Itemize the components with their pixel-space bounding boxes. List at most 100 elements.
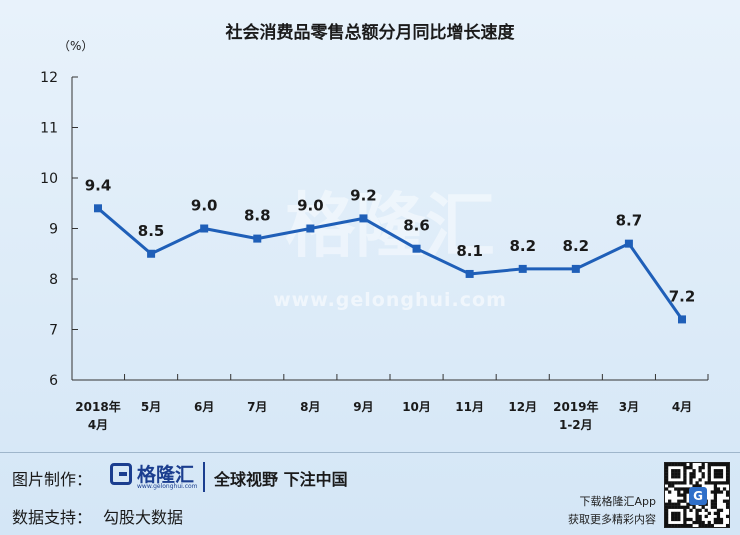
qr-module bbox=[683, 463, 687, 467]
x-tick-label: 12月 bbox=[508, 400, 537, 414]
qr-module bbox=[668, 481, 672, 485]
data-label: 9.2 bbox=[350, 186, 377, 204]
qr-module bbox=[713, 511, 718, 516]
data-label: 9.0 bbox=[191, 197, 218, 215]
data-point bbox=[571, 264, 580, 273]
qr-module bbox=[677, 481, 681, 485]
qr-module bbox=[695, 511, 699, 516]
qr-module bbox=[713, 505, 718, 509]
qr-module bbox=[716, 463, 721, 467]
qr-module bbox=[695, 520, 699, 525]
qr-module bbox=[686, 523, 690, 528]
logo-name: 格隆汇 bbox=[137, 464, 195, 486]
qr-module bbox=[695, 517, 699, 522]
x-tick-label: 1-2月 bbox=[559, 418, 593, 432]
x-tick-label: 11月 bbox=[455, 400, 484, 414]
qr-module bbox=[665, 505, 669, 509]
qr-module bbox=[698, 520, 702, 525]
footer-divider bbox=[0, 452, 740, 453]
qr-module bbox=[713, 490, 718, 494]
qr-module bbox=[680, 505, 684, 509]
qr-module bbox=[710, 502, 714, 506]
qr-module bbox=[725, 490, 730, 494]
qr-module bbox=[674, 487, 678, 491]
qr-module bbox=[671, 523, 675, 528]
qr-module bbox=[719, 475, 724, 479]
qr-module bbox=[725, 481, 730, 485]
qr-module bbox=[686, 505, 690, 509]
qr-module bbox=[725, 472, 730, 476]
qr-module bbox=[695, 508, 699, 512]
qr-module bbox=[716, 469, 721, 473]
qr-module bbox=[692, 469, 696, 473]
qr-module bbox=[725, 493, 730, 497]
qr-module bbox=[683, 481, 687, 485]
qr-module bbox=[698, 523, 702, 528]
logo-separator bbox=[203, 462, 205, 492]
y-tick-label: 11 bbox=[40, 121, 58, 137]
qr-module bbox=[665, 466, 669, 470]
qr-module bbox=[713, 502, 718, 506]
qr-module bbox=[722, 499, 727, 503]
qr-module bbox=[704, 523, 708, 528]
qr-module bbox=[677, 502, 681, 506]
qr-module bbox=[689, 517, 693, 522]
qr-module bbox=[671, 484, 675, 488]
qr-module bbox=[677, 487, 681, 491]
qr-module bbox=[707, 523, 711, 528]
qr-module bbox=[710, 463, 714, 467]
qr-module bbox=[716, 517, 721, 522]
qr-module bbox=[677, 472, 681, 476]
qr-module bbox=[668, 505, 672, 509]
qr-module bbox=[665, 523, 669, 528]
qr-module bbox=[677, 475, 681, 479]
qr-module bbox=[710, 505, 714, 509]
chart-title: 社会消费品零售总额分月同比增长速度 bbox=[225, 22, 516, 43]
qr-module bbox=[719, 472, 724, 476]
qr-module bbox=[713, 493, 718, 497]
qr-module bbox=[707, 466, 711, 470]
qr-module bbox=[713, 487, 718, 491]
qr-module bbox=[722, 481, 727, 485]
qr-module bbox=[725, 514, 730, 519]
qr-module bbox=[674, 502, 678, 506]
qr-module bbox=[704, 502, 708, 506]
qr-module bbox=[668, 499, 672, 503]
qr-module bbox=[686, 502, 690, 506]
y-tick-label: 6 bbox=[49, 373, 58, 389]
y-tick-label: 9 bbox=[49, 222, 58, 238]
data-label: 8.1 bbox=[456, 242, 483, 260]
data-label: 8.6 bbox=[403, 217, 430, 235]
qr-module bbox=[719, 463, 724, 467]
qr-module bbox=[665, 475, 669, 479]
qr-module bbox=[692, 475, 696, 479]
qr-module bbox=[677, 469, 681, 473]
qr-module bbox=[701, 505, 705, 509]
line-chart: 格隆汇www.gelonghui.com社会消费品零售总额分月同比增长速度（%）… bbox=[40, 22, 709, 432]
qr-module bbox=[665, 511, 669, 516]
y-axis-unit: （%） bbox=[58, 39, 93, 53]
qr-module bbox=[671, 511, 675, 516]
qr-module bbox=[665, 517, 669, 522]
qr-module bbox=[707, 478, 711, 482]
qr-module bbox=[710, 481, 714, 485]
app-more-text: 获取更多精彩内容 bbox=[568, 513, 656, 526]
qr-module bbox=[689, 472, 693, 476]
qr-module bbox=[665, 502, 669, 506]
qr-module bbox=[704, 481, 708, 485]
data-point bbox=[624, 239, 633, 248]
qr-module bbox=[698, 466, 702, 470]
qr-module bbox=[665, 487, 669, 491]
data-label: 8.8 bbox=[244, 207, 271, 225]
qr-module bbox=[695, 514, 699, 519]
qr-module bbox=[716, 481, 721, 485]
qr-module bbox=[680, 493, 684, 497]
qr-module bbox=[677, 463, 681, 467]
y-tick-label: 8 bbox=[49, 272, 58, 288]
qr-code-icon[interactable]: G bbox=[664, 462, 730, 528]
qr-module bbox=[725, 523, 730, 528]
qr-module bbox=[674, 514, 678, 519]
qr-module bbox=[707, 520, 711, 525]
qr-module bbox=[686, 490, 690, 494]
qr-module bbox=[665, 469, 669, 473]
